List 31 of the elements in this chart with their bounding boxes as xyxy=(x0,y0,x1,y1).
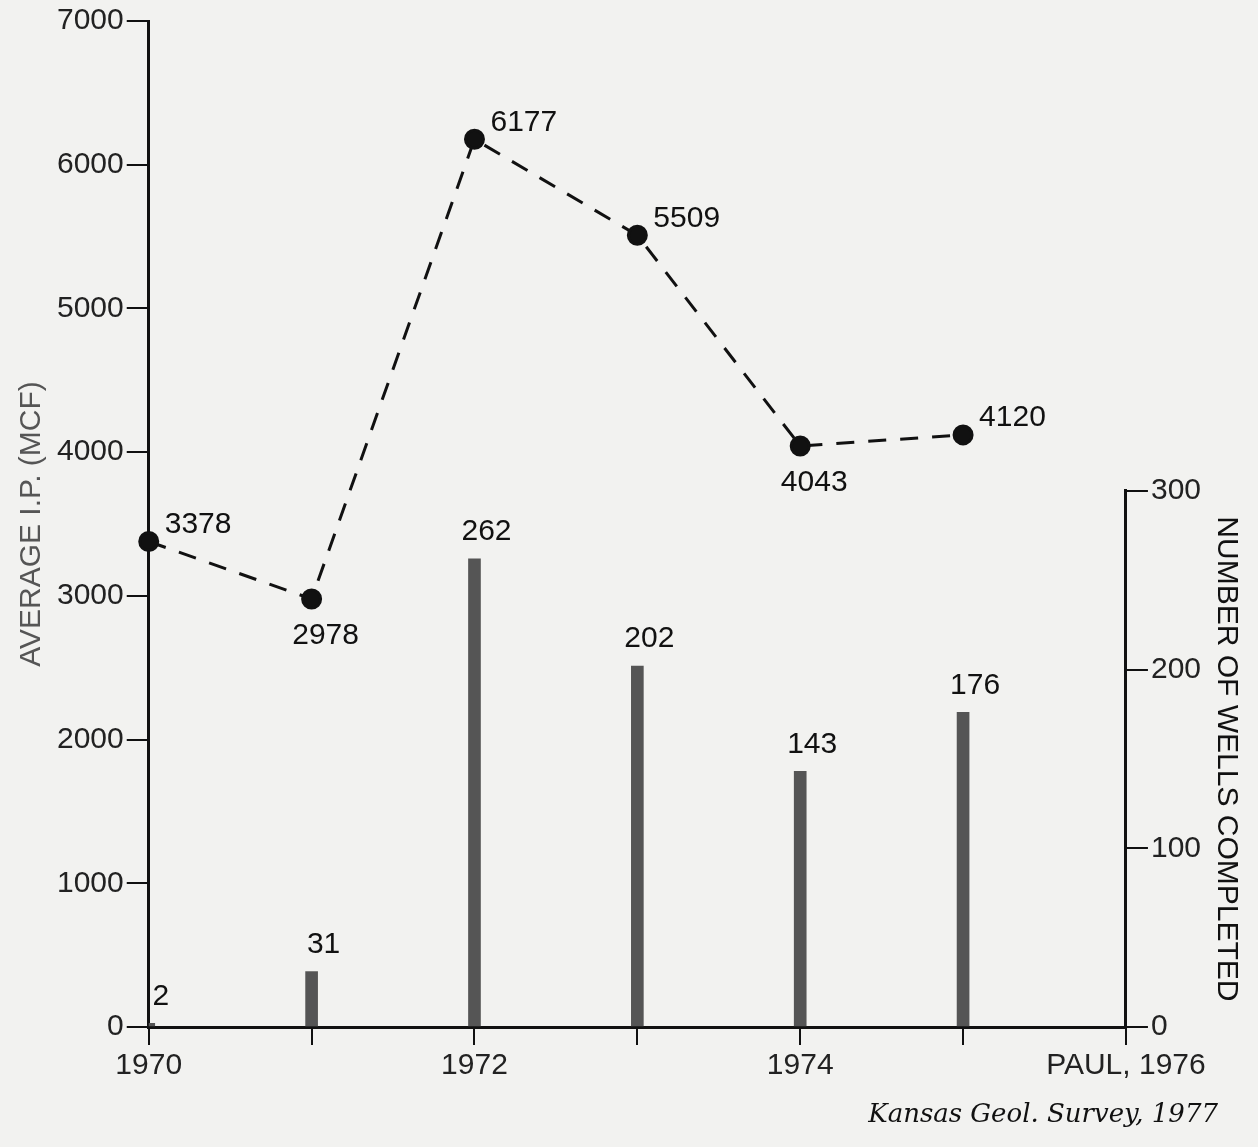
y-tick-label: 0 xyxy=(107,1008,124,1042)
y-tick-label: 7000 xyxy=(56,2,124,36)
data-label: 5509 xyxy=(653,199,721,233)
x-tick-label: 1972 xyxy=(441,1047,508,1081)
y2-tick-label: 0 xyxy=(1150,1008,1168,1042)
y-tick-label: 1000 xyxy=(56,864,124,898)
y-tick-label: 5000 xyxy=(56,289,124,323)
y2-axis-title: NUMBER OF WELLS COMPLETED xyxy=(1211,516,1245,1002)
x-tick-label: 1970 xyxy=(115,1047,183,1081)
data-label: 2 xyxy=(152,977,170,1011)
data-label: 262 xyxy=(461,512,512,546)
y2-tick-label: 300 xyxy=(1150,472,1202,506)
data-label: 4043 xyxy=(780,464,848,498)
data-label: 143 xyxy=(787,725,838,759)
y2-tick-label: 100 xyxy=(1150,829,1202,863)
y-tick-label: 4000 xyxy=(56,433,124,467)
data-label: 2978 xyxy=(292,617,359,651)
data-label: 202 xyxy=(624,620,675,654)
data-label: 4120 xyxy=(979,399,1046,433)
y-axis-title: AVERAGE I.P. (MCF) xyxy=(13,381,47,667)
data-label: 3378 xyxy=(164,505,232,539)
data-label: 6177 xyxy=(490,103,558,137)
y2-tick-label: 200 xyxy=(1150,650,1202,684)
y-tick-label: 3000 xyxy=(56,577,124,611)
data-label: 31 xyxy=(306,925,341,959)
data-label: 176 xyxy=(950,666,1001,700)
x-tick-label: PAUL, 1976 xyxy=(1046,1047,1206,1081)
x-tick-label: 1974 xyxy=(766,1047,834,1081)
y-tick-label: 2000 xyxy=(56,720,124,754)
y-tick-label: 6000 xyxy=(56,145,124,179)
text: Kansas Geol. Survey, 1977 xyxy=(868,1098,1218,1128)
